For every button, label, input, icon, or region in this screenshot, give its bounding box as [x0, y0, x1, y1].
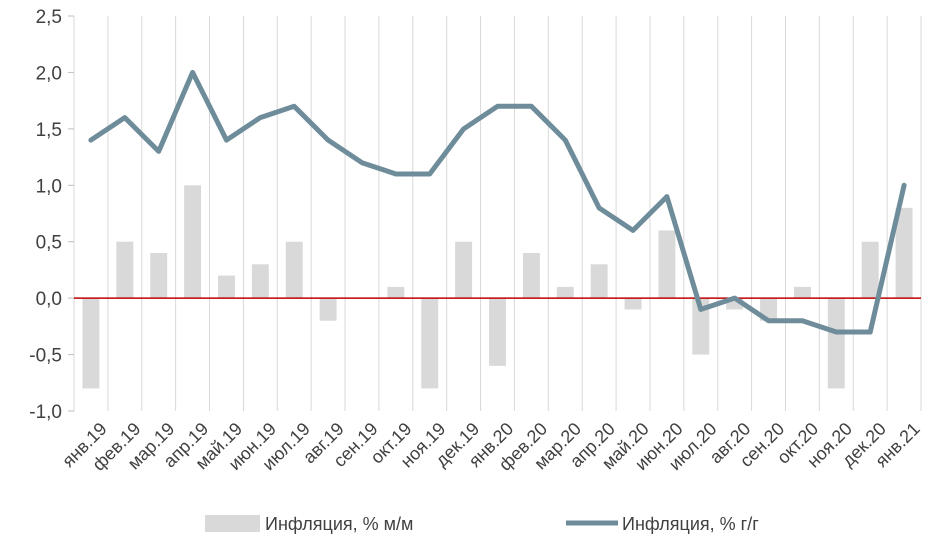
bar — [387, 286, 405, 299]
bar — [827, 298, 845, 389]
bar — [489, 298, 506, 366]
bars-layer — [82, 185, 913, 389]
y-tick-label: 0,0 — [36, 289, 62, 310]
bar — [726, 298, 744, 310]
bar — [82, 298, 100, 389]
bar — [556, 286, 574, 299]
legend-label-line: Инфляция, % г/г — [622, 514, 759, 534]
bar — [116, 241, 134, 299]
bar — [217, 275, 235, 299]
y-tick-label: -0,5 — [29, 346, 62, 367]
bar — [793, 286, 811, 299]
y-axis: 2,5 2,0 1,5 1,0 0,5 0,0 -0,5 -1,0 — [29, 7, 74, 423]
y-tick-label: 2,0 — [36, 63, 62, 84]
bar — [590, 264, 608, 299]
legend: Инфляция, % м/м Инфляция, % г/г — [205, 514, 759, 534]
bar — [319, 298, 337, 321]
y-tick-label: -1,0 — [29, 402, 62, 423]
bar — [692, 298, 710, 355]
y-tick-label: 1,5 — [36, 120, 62, 141]
y-tick-label: 0,5 — [36, 233, 62, 254]
legend-swatch-bars — [205, 515, 260, 532]
bar — [251, 264, 269, 299]
bar — [861, 241, 879, 299]
bar — [150, 253, 168, 299]
x-axis: янв.19фев.19мар.19апр.19май.19июн.19июл.… — [58, 419, 924, 475]
bar — [624, 298, 642, 310]
y-tick-label: 2,5 — [36, 7, 62, 28]
bar — [895, 207, 913, 299]
y-tick-label: 1,0 — [36, 176, 62, 197]
bar — [455, 241, 473, 299]
legend-label-bars: Инфляция, % м/м — [265, 514, 413, 534]
bar — [421, 298, 439, 389]
bar — [522, 253, 540, 299]
series-line — [88, 69, 907, 335]
bar — [184, 185, 202, 299]
bar — [285, 241, 303, 299]
line-layer — [88, 69, 907, 335]
bar — [658, 230, 676, 299]
